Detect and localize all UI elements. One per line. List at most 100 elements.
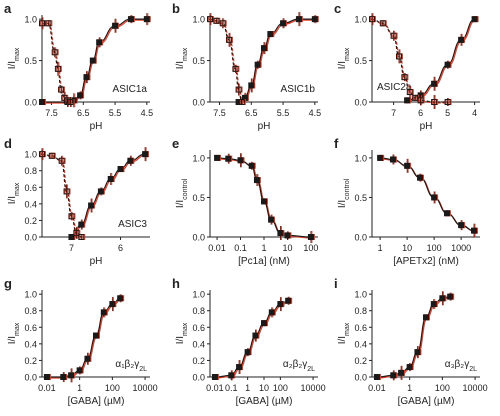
data-point xyxy=(142,151,149,158)
x-axis-label: [GABA] (µM) xyxy=(68,396,125,407)
data-point xyxy=(414,349,421,356)
x-tick-label: 4 xyxy=(472,108,477,118)
y-tick-label: 0.8 xyxy=(24,306,37,316)
panel-letter: e xyxy=(172,136,179,151)
data-point xyxy=(447,293,454,300)
data-point xyxy=(423,314,429,321)
data-point xyxy=(109,301,116,308)
y-tick-label: 0.5 xyxy=(354,193,367,203)
panel-annotation: ASIC3 xyxy=(118,219,147,230)
data-point xyxy=(78,234,85,240)
y-tick-label: 0.0 xyxy=(24,98,37,108)
data-point xyxy=(39,151,45,158)
y-tick-label: 0.4 xyxy=(24,339,37,349)
fit-curve-black xyxy=(214,300,289,378)
data-point xyxy=(277,230,284,237)
data-point xyxy=(214,154,221,161)
data-point xyxy=(207,16,213,23)
data-point xyxy=(248,162,255,169)
data-point xyxy=(311,16,318,23)
fit-curve-black xyxy=(371,18,448,103)
y-tick-label: 0.0 xyxy=(354,98,367,108)
data-point xyxy=(235,86,242,93)
x-axis-label: [APETx2] (nM) xyxy=(393,256,459,267)
x-tick-label: 10 xyxy=(282,243,292,253)
y-tick-label: 0.0 xyxy=(192,98,205,108)
y-tick-label: 1.0 xyxy=(192,290,205,300)
x-tick-label: 10 xyxy=(402,243,412,253)
data-point xyxy=(68,213,75,220)
data-point xyxy=(68,372,75,379)
panel-annotation: α₂β₂γ2L xyxy=(283,359,315,373)
data-point xyxy=(261,320,267,327)
x-tick-label: 7.5 xyxy=(213,108,226,118)
data-point xyxy=(307,234,314,240)
data-point xyxy=(237,157,244,164)
y-axis-label: I/Icontrol xyxy=(337,178,351,208)
panel-annotation: α₁β₂γ2L xyxy=(115,359,147,373)
data-point xyxy=(268,216,275,223)
data-point xyxy=(390,32,397,39)
data-point xyxy=(51,49,58,56)
x-tick-label: 4.5 xyxy=(309,108,322,118)
data-point xyxy=(219,20,226,27)
data-point xyxy=(232,65,239,72)
y-tick-label: 1.0 xyxy=(354,15,367,25)
data-point xyxy=(58,86,65,93)
fit-curve-black xyxy=(42,22,71,103)
data-point xyxy=(431,99,438,105)
y-axis-label: I/Imax xyxy=(7,322,21,344)
data-point xyxy=(252,332,259,339)
data-point xyxy=(254,61,261,68)
y-tick-label: 0.0 xyxy=(24,373,37,383)
y-tick-label: 0.8 xyxy=(192,306,205,316)
data-point xyxy=(244,349,251,356)
y-tick-label: 0.5 xyxy=(192,193,205,203)
data-point xyxy=(39,99,45,105)
y-tick-label: 0.0 xyxy=(192,373,205,383)
data-point xyxy=(284,232,291,239)
data-point xyxy=(117,166,124,173)
fit-curve-black xyxy=(407,18,475,101)
y-tick-label: 1.0 xyxy=(24,15,37,25)
panel-letter: g xyxy=(4,276,12,291)
data-point xyxy=(417,97,424,104)
data-point xyxy=(417,174,424,181)
x-tick-label: 10000 xyxy=(301,383,326,393)
x-tick-label: 100 xyxy=(273,383,288,393)
fit-curve-red xyxy=(43,23,72,104)
x-tick-label: 6 xyxy=(118,243,123,253)
x-tick-label: 1 xyxy=(245,383,250,393)
data-point xyxy=(45,20,52,27)
x-tick-label: 100 xyxy=(105,383,120,393)
data-point xyxy=(458,36,465,43)
x-tick-label: 100 xyxy=(435,383,450,393)
x-tick-label: 6.5 xyxy=(245,108,258,118)
data-point xyxy=(369,16,375,23)
data-point xyxy=(268,309,275,316)
data-point xyxy=(67,99,74,105)
data-point xyxy=(97,188,104,195)
fit-curve-red xyxy=(377,297,452,379)
y-tick-label: 0.4 xyxy=(354,339,367,349)
panel-annotation: ASIC2a xyxy=(377,82,412,93)
data-point xyxy=(100,309,107,316)
fit-curve-black xyxy=(380,157,475,232)
y-tick-label: 1.0 xyxy=(192,153,205,163)
data-point xyxy=(117,295,124,302)
y-tick-label: 0.0 xyxy=(354,233,367,243)
data-point xyxy=(89,57,96,64)
data-point xyxy=(406,364,413,371)
panel-letter: a xyxy=(4,1,12,16)
data-point xyxy=(280,20,287,27)
data-point xyxy=(68,234,75,240)
x-tick-label: 10000 xyxy=(463,383,488,393)
x-axis-label: [GABA] (µM) xyxy=(398,396,455,407)
data-point xyxy=(396,53,402,60)
y-tick-label: 1.0 xyxy=(192,15,205,25)
data-point xyxy=(444,99,451,105)
x-tick-label: 100 xyxy=(427,243,442,253)
x-tick-label: 100 xyxy=(303,243,318,253)
y-tick-label: 0.2 xyxy=(24,216,37,226)
x-axis-label: pH xyxy=(258,121,271,132)
